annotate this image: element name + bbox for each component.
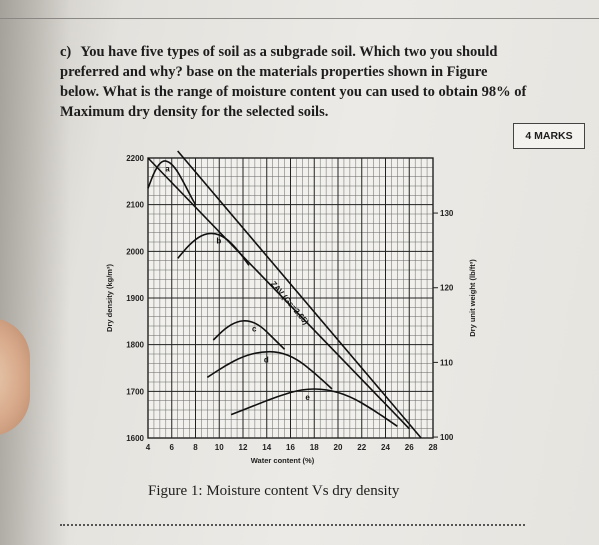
x-tick-label: 28 — [429, 443, 438, 452]
x-tick-label: 20 — [334, 443, 343, 452]
y-tick-label: 2000 — [126, 247, 144, 256]
curve-b — [177, 232, 250, 266]
curve-a — [147, 160, 197, 206]
x-tick-label: 4 — [146, 443, 151, 452]
answer-dotted-line — [60, 524, 525, 526]
y-tick-label: 1900 — [126, 294, 144, 303]
curve-e — [230, 388, 398, 427]
marks-badge: 4 MARKS — [513, 123, 585, 149]
page-shadow — [0, 0, 70, 545]
right-tick-label: 120 — [440, 284, 454, 293]
question-letter: c) — [60, 44, 72, 60]
y-axis-label-right: Dry unit weight (lb/ft³) — [468, 259, 477, 337]
header-rule — [0, 18, 599, 19]
x-tick-label: 8 — [193, 443, 198, 452]
zav-line-1 — [177, 150, 422, 439]
zav-line-2 — [147, 157, 410, 430]
y-tick-label: 1700 — [126, 387, 144, 396]
y-tick-label: 2100 — [126, 201, 144, 210]
right-tick-label: 130 — [440, 209, 454, 218]
right-tick-label: 100 — [440, 433, 454, 442]
curve-label-a: a — [165, 164, 170, 173]
y-tick-label: 1800 — [126, 341, 144, 350]
question-body: You have five types of soil as a subgrad… — [60, 44, 527, 120]
x-tick-label: 6 — [170, 443, 175, 452]
question-text: c) You have five types of soil as a subg… — [60, 42, 530, 122]
curve-label-c: c — [252, 324, 257, 333]
curve-label-e: e — [305, 393, 310, 402]
x-tick-label: 10 — [215, 443, 224, 452]
figure-caption: Figure 1: Moisture content Vs dry densit… — [148, 483, 400, 499]
curve-label-b: b — [216, 237, 221, 246]
x-tick-label: 26 — [405, 443, 414, 452]
x-tick-label: 14 — [262, 443, 271, 452]
y-tick-label: 1600 — [126, 434, 144, 443]
x-tick-label: 18 — [310, 443, 319, 452]
x-tick-label: 22 — [357, 443, 366, 452]
right-tick-label: 110 — [440, 358, 453, 367]
y-axis-label: Dry density (kg/m³) — [105, 264, 114, 332]
curve-label-d: d — [264, 356, 269, 365]
x-tick-label: 16 — [286, 443, 295, 452]
curve-c — [212, 320, 286, 350]
x-tick-label: 24 — [381, 443, 390, 452]
y-tick-label: 2200 — [126, 154, 144, 163]
x-axis-label: Water content (%) — [251, 456, 315, 465]
curve-d — [206, 350, 333, 390]
x-tick-label: 12 — [239, 443, 248, 452]
